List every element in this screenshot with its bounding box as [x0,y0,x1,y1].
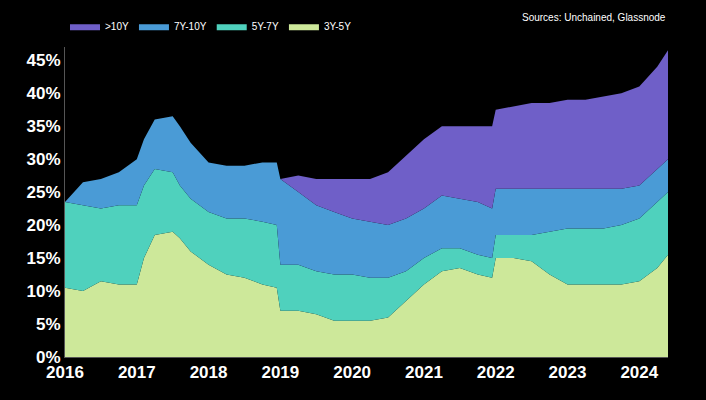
svg-text:Sources: Unchained, Glassnode: Sources: Unchained, Glassnode [522,12,666,23]
svg-text:20%: 20% [27,216,61,235]
svg-text:25%: 25% [27,183,61,202]
svg-text:2017: 2017 [118,363,156,382]
svg-text:2019: 2019 [261,363,299,382]
svg-text:2016: 2016 [46,363,84,382]
svg-text:0%: 0% [36,348,61,367]
svg-text:2024: 2024 [620,363,658,382]
svg-text:10%: 10% [27,282,61,301]
svg-text:2018: 2018 [190,363,228,382]
svg-text:2022: 2022 [477,363,515,382]
svg-text:5Y-7Y: 5Y-7Y [252,21,279,32]
svg-text:15%: 15% [27,249,61,268]
svg-text:45%: 45% [27,51,61,70]
svg-text:35%: 35% [27,117,61,136]
svg-text:3Y-5Y: 3Y-5Y [324,21,351,32]
svg-text:2023: 2023 [549,363,587,382]
svg-text:2021: 2021 [405,363,443,382]
svg-text:2020: 2020 [333,363,371,382]
svg-text:40%: 40% [27,84,61,103]
svg-text:7Y-10Y: 7Y-10Y [174,21,207,32]
svg-text:5%: 5% [36,315,61,334]
svg-text:30%: 30% [27,150,61,169]
svg-text:>10Y: >10Y [105,21,129,32]
